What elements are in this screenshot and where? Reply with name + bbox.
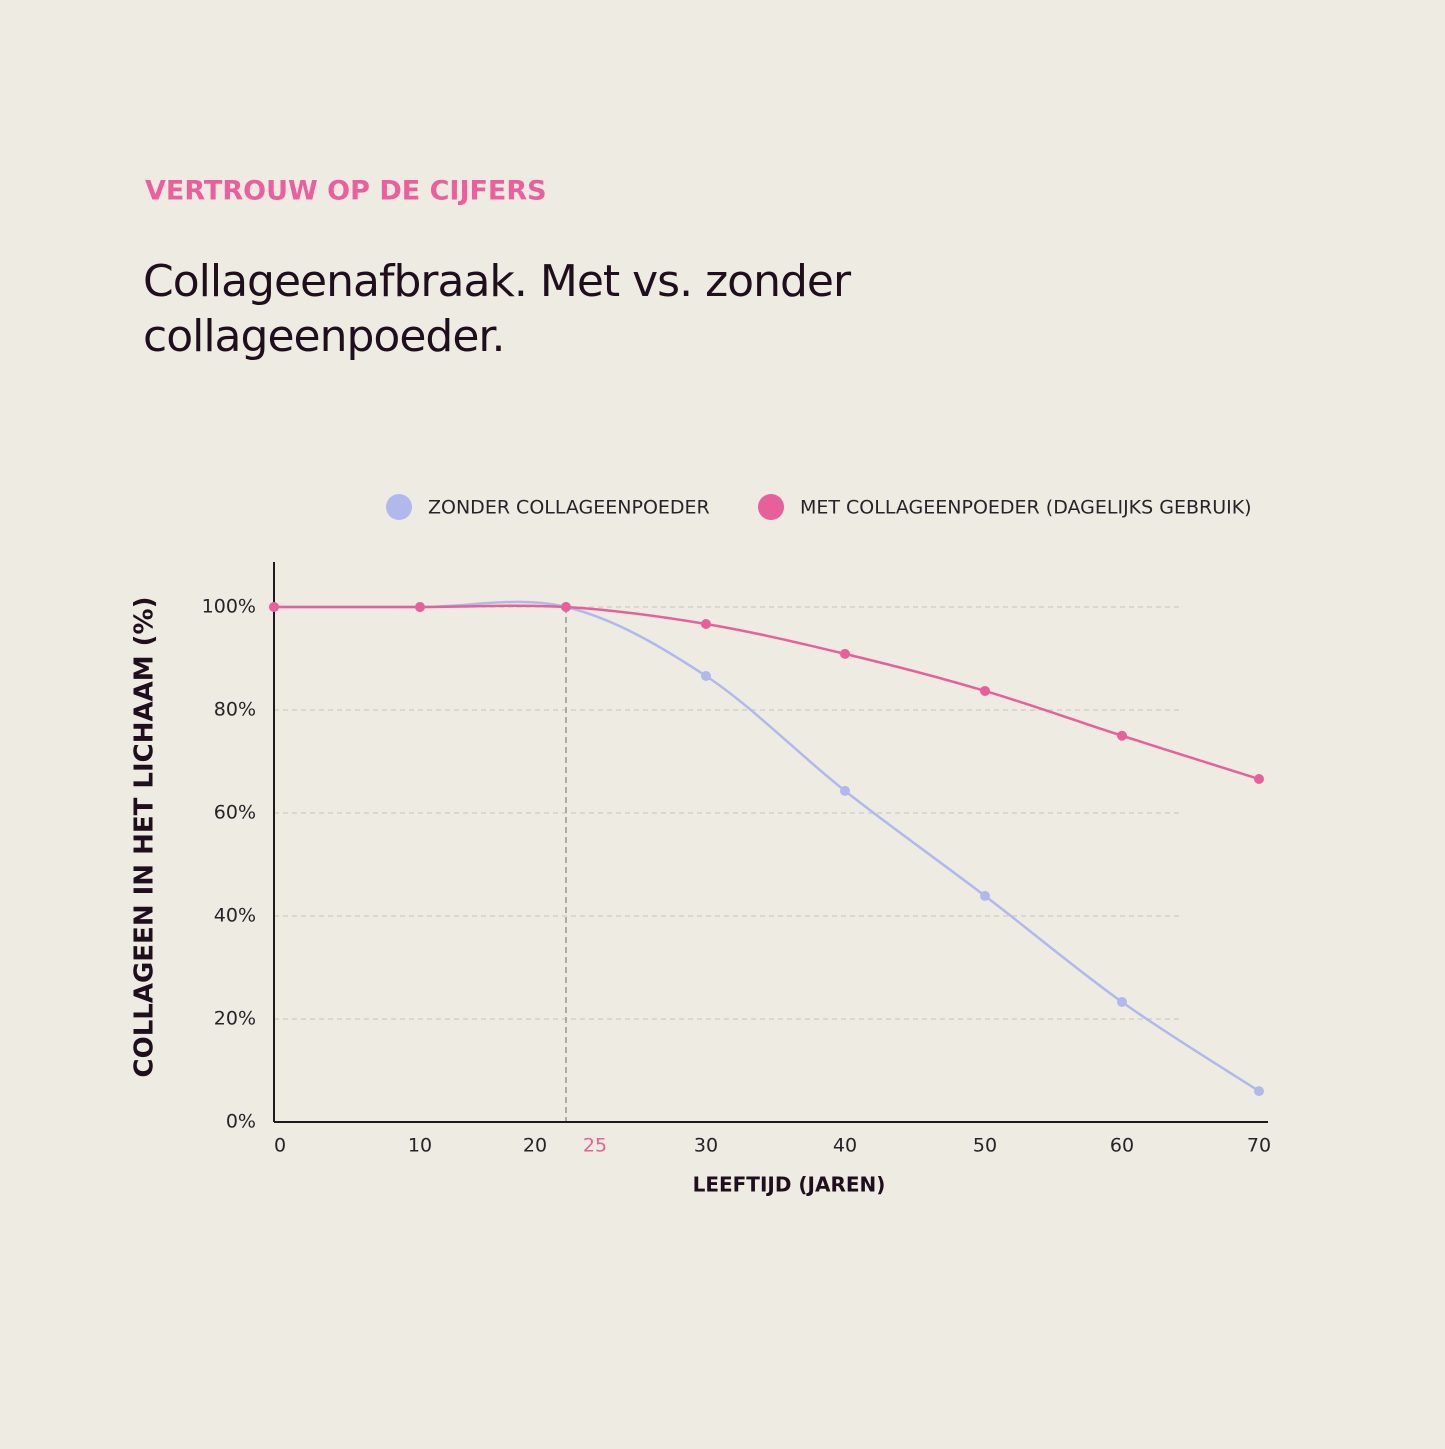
x-tick-label: 30 (694, 1135, 718, 1157)
data-point (840, 648, 850, 659)
x-tick-label: 70 (1247, 1135, 1271, 1157)
data-point (1254, 774, 1264, 785)
data-point (1117, 730, 1127, 741)
y-tick-label: 40% (214, 905, 256, 927)
y-axis-label: COLLAGEEN IN HET LICHAAM (%) (130, 597, 160, 1078)
data-point (701, 671, 711, 682)
x-tick-label: 10 (408, 1135, 432, 1157)
x-tick-label: 50 (973, 1135, 997, 1157)
data-point (269, 602, 279, 612)
data-point (840, 785, 850, 796)
legend-label: ZONDER COLLAGEENPOEDER (428, 497, 710, 519)
data-point (561, 602, 571, 612)
chart-title: Collageenafbraak. Met vs. zonder (143, 256, 852, 307)
x-tick-label: 40 (833, 1135, 857, 1157)
eyebrow: VERTROUW OP DE CIJFERS (145, 176, 547, 207)
x-tick-label: 20 (523, 1135, 547, 1157)
data-point (1254, 1086, 1264, 1097)
chart-title: collageenpoeder. (143, 311, 504, 362)
y-tick-label: 80% (214, 699, 256, 721)
series-line (273, 604, 1260, 781)
x-tick-label: 0 (274, 1135, 286, 1157)
legend-swatch (758, 494, 784, 520)
y-tick-label: 100% (202, 596, 256, 618)
x-tick-label: 60 (1110, 1135, 1134, 1157)
x-axis-label: LEEFTIJD (JAREN) (693, 1173, 886, 1197)
y-tick-label: 0% (226, 1111, 256, 1133)
data-point (980, 685, 990, 696)
legend-label: MET COLLAGEENPOEDER (DAGELIJKS GEBRUIK) (800, 497, 1252, 519)
data-point (415, 602, 425, 612)
data-point (980, 890, 990, 901)
y-tick-label: 20% (214, 1008, 256, 1030)
data-point (701, 618, 711, 629)
y-tick-label: 60% (214, 802, 256, 824)
x-tick-label: 25 (583, 1135, 607, 1157)
series-line (273, 600, 1260, 1093)
data-point (1117, 997, 1127, 1008)
legend-swatch (386, 494, 412, 520)
